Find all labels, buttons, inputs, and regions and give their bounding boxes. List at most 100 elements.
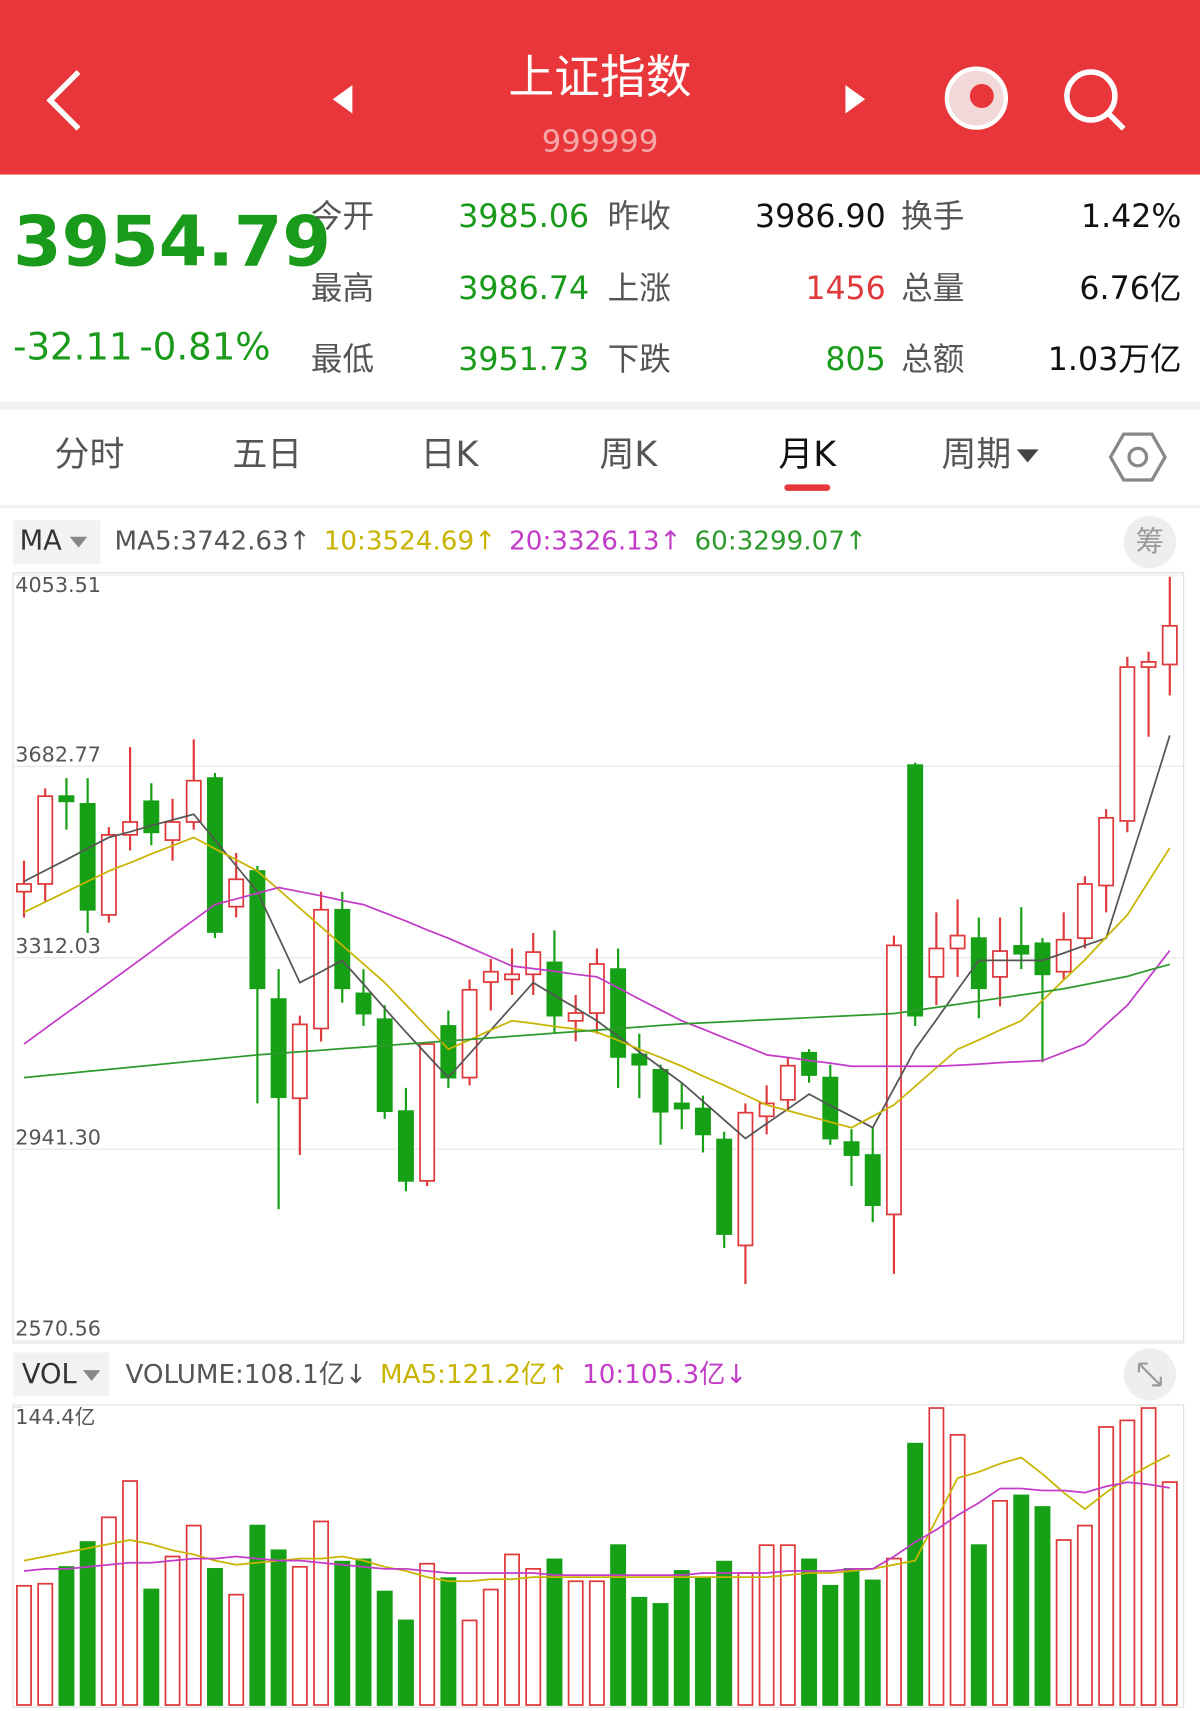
candle-body — [949, 934, 966, 950]
candle-body — [588, 963, 605, 1014]
volume-bar — [864, 1579, 881, 1706]
candle-body — [525, 951, 542, 976]
legend-entry: 60:3299.07↑ — [695, 527, 867, 557]
volume-bar — [143, 1588, 160, 1706]
candle-body — [249, 870, 266, 990]
volume-bar — [419, 1562, 436, 1706]
candle-body — [907, 764, 924, 1017]
y-tick-label: 3682.77 — [15, 742, 101, 766]
stats: 今开 3985.06 昨收 3986.90 换手 1.42% 最高 3986.74 上涨 1456… — [311, 199, 1182, 378]
volume-bar — [291, 1565, 308, 1706]
volume-bar — [270, 1549, 287, 1706]
ma-line — [23, 963, 1171, 1079]
ma-line — [23, 1454, 1171, 1583]
stat-label: 昨收 — [608, 199, 671, 235]
mascot-eye — [969, 83, 994, 108]
settings-dot — [1127, 446, 1149, 468]
volume-bar — [313, 1520, 330, 1706]
candle-body — [334, 908, 351, 990]
candle-body — [864, 1154, 881, 1207]
indicator-select[interactable] — [13, 520, 101, 564]
title: 上证指数 — [508, 50, 691, 104]
y-tick-label: 2941.30 — [15, 1125, 101, 1149]
candle-body — [1119, 666, 1136, 822]
legend-entry: 10:105.3亿↓ — [582, 1360, 747, 1390]
stat-value: 3951.73 — [458, 342, 589, 378]
volume-bar — [1098, 1426, 1115, 1706]
volume-bar — [992, 1499, 1009, 1706]
tab[interactable]: 月K — [778, 435, 837, 475]
candle-body — [440, 1025, 457, 1079]
indicator-name: MA — [20, 526, 63, 557]
candle-body — [1013, 945, 1030, 955]
next-button[interactable] — [845, 85, 866, 114]
candle-body — [737, 1111, 754, 1247]
candle-body — [1076, 883, 1093, 940]
volume-bar — [1076, 1524, 1093, 1706]
stat-value: 6.76亿 — [1079, 271, 1181, 307]
volume-bar — [1140, 1407, 1157, 1706]
tab[interactable]: 分时 — [55, 435, 125, 475]
mascot-button[interactable] — [944, 66, 1008, 130]
prev-button[interactable] — [332, 85, 353, 114]
volume-bar — [16, 1584, 32, 1706]
volume-bar — [37, 1582, 54, 1706]
volume-bar — [249, 1524, 266, 1706]
volume-bar — [885, 1557, 902, 1706]
volume-bar — [843, 1568, 860, 1706]
volume-bar — [801, 1558, 818, 1706]
candle-body — [461, 988, 478, 1079]
volume-bar — [397, 1619, 414, 1706]
candle-body — [652, 1068, 669, 1113]
plot-frame — [12, 1404, 1185, 1708]
stat-value: 805 — [825, 342, 885, 378]
volume-bar — [970, 1544, 987, 1706]
volume-bar — [1161, 1481, 1178, 1706]
candle-body — [313, 908, 330, 1030]
search-button[interactable] — [1064, 69, 1126, 131]
tab[interactable]: 周K — [599, 435, 658, 475]
stat-value: 1.42% — [1081, 199, 1181, 235]
legend-entry: VOLUME:108.1亿↓ — [125, 1360, 366, 1390]
ma-line — [23, 886, 1171, 1068]
candle-body — [631, 1053, 648, 1066]
volume-bar — [207, 1568, 223, 1706]
volume-bar — [1013, 1494, 1030, 1706]
y-tick-label: 2570.56 — [15, 1317, 101, 1341]
settings-button[interactable] — [1108, 432, 1167, 482]
divider — [0, 505, 1200, 509]
tab[interactable]: 周期 — [941, 435, 1011, 475]
dropdown-arrow — [82, 1370, 101, 1382]
volume-bar — [164, 1555, 181, 1706]
volume-bar — [673, 1570, 690, 1706]
volume-bar — [440, 1577, 457, 1706]
volume-bar — [122, 1480, 139, 1706]
tab[interactable]: 五日 — [232, 435, 302, 475]
volume-bar — [631, 1596, 648, 1706]
volume-bar — [907, 1442, 924, 1706]
volume-bar — [1055, 1539, 1072, 1706]
candle-body — [673, 1102, 690, 1110]
candle-body — [1161, 624, 1178, 666]
candle-body — [228, 878, 245, 908]
stat-label: 总额 — [901, 342, 964, 378]
volume-bar — [376, 1590, 393, 1706]
tab[interactable]: 日K — [421, 435, 480, 475]
stat-value: 3985.06 — [458, 199, 589, 235]
legend-entry: MA5:121.2亿↑ — [380, 1360, 569, 1390]
chip-button[interactable] — [1123, 515, 1176, 569]
ma-line — [23, 836, 1171, 1129]
candle-body — [185, 779, 202, 823]
candle-body — [695, 1107, 711, 1136]
candle-body — [504, 973, 520, 981]
legend-entry: 10:3524.69↑ — [324, 527, 496, 557]
stat-value: 3986.90 — [755, 199, 886, 235]
volume-bar — [334, 1560, 351, 1706]
candle-body — [164, 821, 181, 841]
dropdown-arrow — [1016, 449, 1039, 463]
candle-body — [419, 1043, 436, 1182]
back-button[interactable] — [46, 70, 81, 131]
volume-bar — [1034, 1506, 1051, 1706]
stat-label: 总量 — [901, 271, 964, 307]
